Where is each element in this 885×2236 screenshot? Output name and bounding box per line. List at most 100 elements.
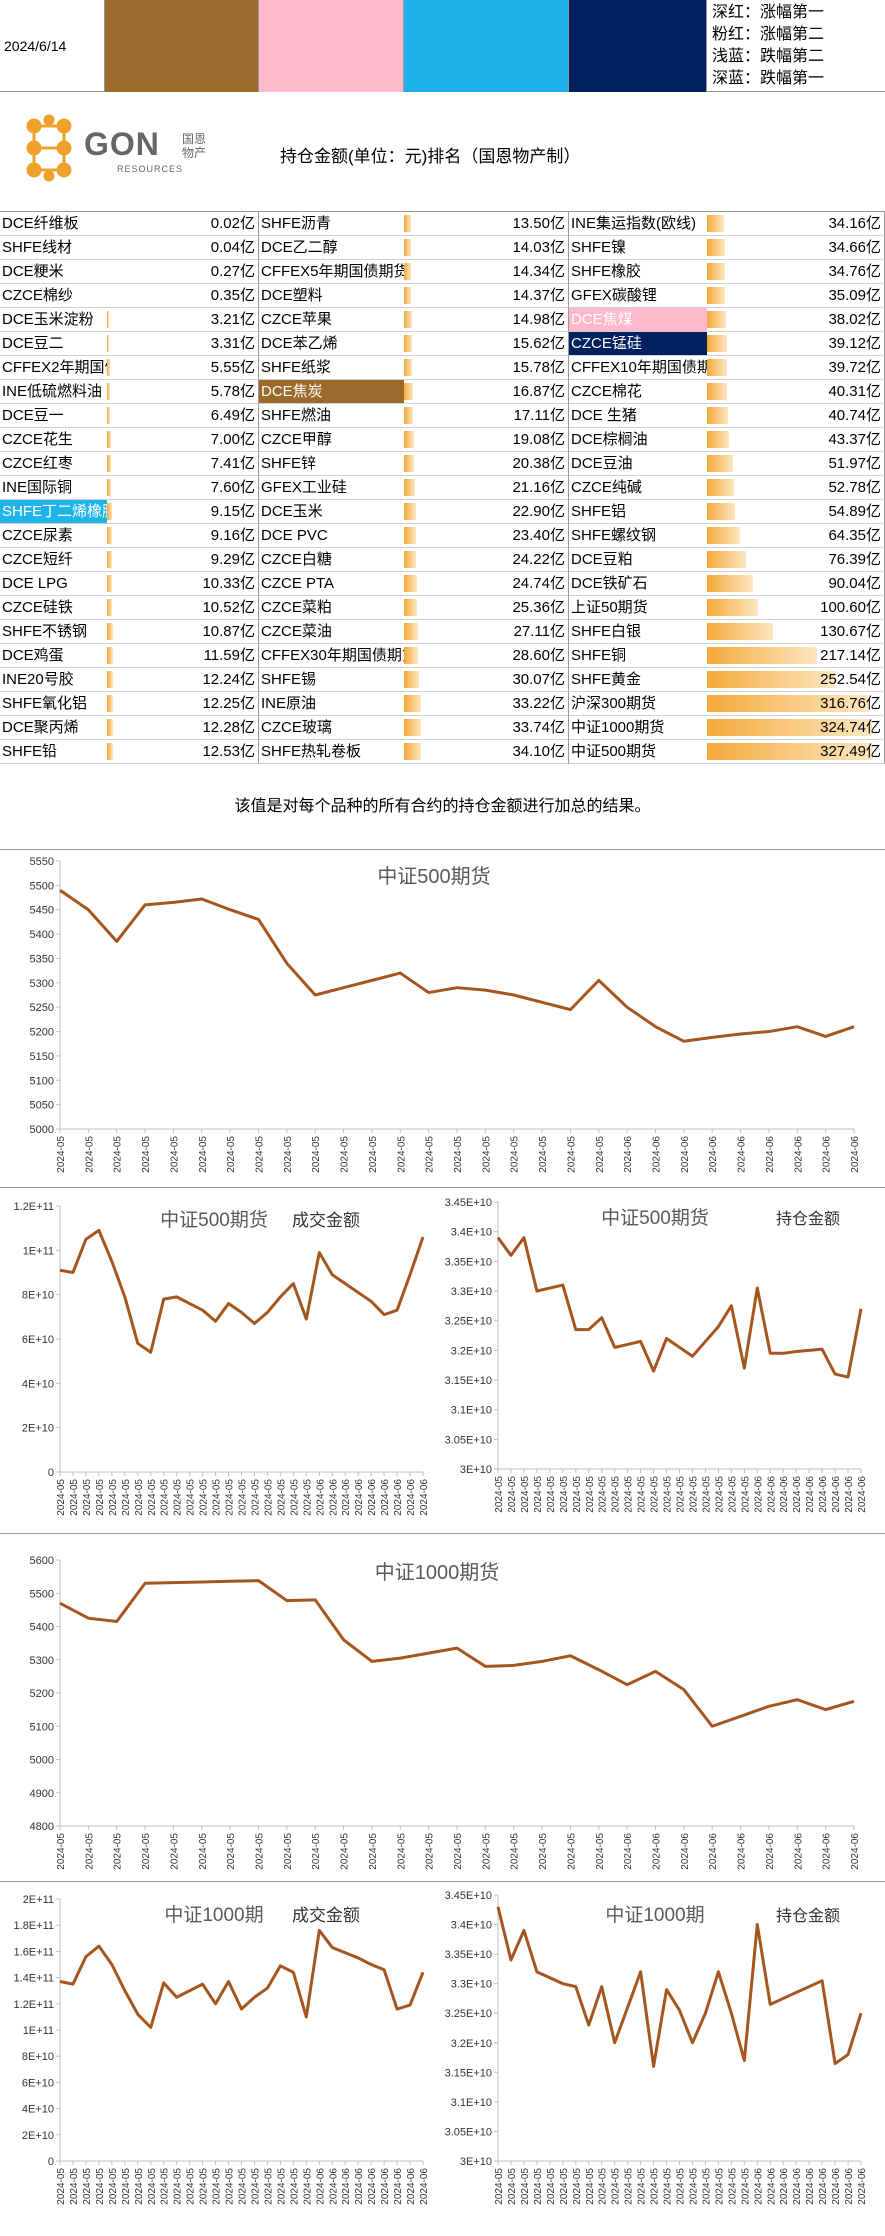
x-tick-label: 2024-05 [134, 1479, 145, 1516]
x-tick-label: 2024-05 [255, 1833, 266, 1870]
y-tick-label: 6E+10 [22, 1334, 54, 1346]
y-tick-label: 3.4E+10 [451, 1227, 492, 1239]
x-tick-label: 2024-05 [598, 2168, 609, 2205]
table-row: INE低硫燃料油 5.78亿 [0, 380, 259, 404]
table-row: CFFEX5年期国债期货 14.34亿 [259, 260, 569, 284]
x-tick-label: 2024-06 [341, 2168, 352, 2205]
y-tick-label: 5500 [30, 880, 54, 892]
color-swatch [569, 0, 707, 92]
product-name: CZCE硅铁 [2, 599, 73, 616]
y-tick-label: 5300 [30, 978, 54, 990]
x-tick-label: 2024-05 [546, 1476, 557, 1513]
product-name: 沪深300期货 [571, 695, 657, 712]
x-tick-label: 2024-05 [595, 1833, 606, 1870]
table-row: SHFE沥青 13.50亿 [259, 212, 569, 236]
value-label: 21.16亿 [512, 479, 565, 496]
value-label: 19.08亿 [512, 431, 565, 448]
value-label: 33.22亿 [512, 695, 565, 712]
x-tick-label: 2024-06 [341, 1479, 352, 1516]
product-name: DCE玉米 [261, 503, 323, 520]
x-tick-label: 2024-05 [69, 2168, 80, 2205]
color-swatch [259, 0, 404, 92]
x-tick-label: 2024-05 [533, 1476, 544, 1513]
product-name: CZCE菜油 [261, 623, 332, 640]
value-label: 23.40亿 [512, 527, 565, 544]
value-label: 27.11亿 [513, 623, 565, 640]
bar [707, 287, 725, 304]
product-name: DCE LPG [2, 575, 68, 592]
x-tick-label: 2024-06 [765, 1833, 776, 1870]
value-label: 15.62亿 [512, 335, 565, 352]
x-tick-label: 2024-05 [595, 1136, 606, 1173]
x-tick-label: 2024-05 [520, 2168, 531, 2205]
y-tick-label: 1E+11 [23, 1245, 54, 1257]
bar [404, 647, 419, 664]
x-tick-label: 2024-06 [822, 1136, 833, 1173]
y-tick-label: 3.45E+10 [445, 1197, 492, 1209]
chart-title: 中证1000期 [605, 1904, 704, 1926]
x-tick-label: 2024-06 [380, 2168, 391, 2205]
bar [707, 671, 835, 688]
value-label: 25.36亿 [512, 599, 565, 616]
table-row: DCE纤维板 0.02亿 [0, 212, 259, 236]
x-tick-label: 2024-05 [311, 1833, 322, 1870]
table-row: DCE PVC 23.40亿 [259, 524, 569, 548]
x-tick-label: 2024-05 [585, 2168, 596, 2205]
product-name: CZCE甲醇 [261, 431, 332, 448]
x-tick-label: 2024-06 [765, 1136, 776, 1173]
x-tick-label: 2024-05 [311, 1136, 322, 1173]
y-tick-label: 3.45E+10 [445, 1890, 492, 1902]
table-row: DCE聚丙烯 12.28亿 [0, 716, 259, 740]
product-name: DCE纤维板 [2, 215, 79, 232]
y-tick-label: 6E+10 [22, 2077, 54, 2089]
x-tick-label: 2024-05 [225, 2168, 236, 2205]
product-name: CZCE菜粕 [261, 599, 332, 616]
x-tick-label: 2024-06 [737, 1833, 748, 1870]
y-tick-label: 5250 [30, 1002, 54, 1014]
x-tick-label: 2024-05 [663, 2168, 674, 2205]
product-name: CZCE PTA [261, 575, 335, 592]
x-tick-label: 2024-05 [663, 1476, 674, 1513]
product-name: DCE 生猪 [571, 407, 637, 424]
bar [707, 695, 868, 712]
data-line [496, 1236, 863, 1379]
value-label: 34.66亿 [828, 239, 881, 256]
x-tick-label: 2024-05 [56, 1479, 67, 1516]
bar [707, 623, 774, 640]
x-tick-label: 2024-05 [637, 2168, 648, 2205]
table-row: DCE铁矿石 90.04亿 [569, 572, 885, 596]
product-name: SHFE不锈钢 [2, 623, 88, 640]
bar [707, 551, 746, 568]
product-name: SHFE锡 [261, 671, 317, 688]
value-label: 24.22亿 [512, 551, 565, 568]
table-row: DCE豆一 6.49亿 [0, 404, 259, 428]
x-tick-label: 2024-06 [406, 1479, 417, 1516]
x-tick-label: 2024-05 [84, 1833, 95, 1870]
table-row: DCE豆粕 76.39亿 [569, 548, 885, 572]
product-name: INE20号胶 [2, 671, 74, 688]
value-label: 15.78亿 [512, 359, 565, 376]
x-tick-label: 2024-05 [701, 2168, 712, 2205]
x-tick-label: 2024-06 [850, 1136, 861, 1173]
product-name: CZCE红枣 [2, 455, 73, 472]
value-label: 16.87亿 [512, 383, 565, 400]
product-name: SHFE沥青 [261, 215, 332, 232]
product-name: DCE豆二 [2, 335, 64, 352]
value-label: 11.59亿 [203, 647, 255, 664]
value-label: 217.14亿 [820, 647, 881, 664]
bar [707, 359, 728, 376]
x-tick-label: 2024-06 [406, 2168, 417, 2205]
bar [707, 479, 734, 496]
value-label: 3.31亿 [210, 335, 255, 352]
bar [707, 503, 735, 520]
x-tick-label: 2024-05 [510, 1136, 521, 1173]
y-tick-label: 4900 [30, 1788, 54, 1800]
product-name: INE集运指数(欧线) [571, 215, 696, 232]
x-tick-label: 2024-05 [566, 1136, 577, 1173]
value-label: 3.21亿 [210, 311, 255, 328]
table-row: SHFE螺纹钢 64.35亿 [569, 524, 885, 548]
bar [404, 455, 415, 472]
chart-title: 中证1000期 [164, 1904, 263, 1926]
value-label: 10.33亿 [202, 575, 255, 592]
y-tick-label: 8E+10 [22, 1290, 54, 1302]
